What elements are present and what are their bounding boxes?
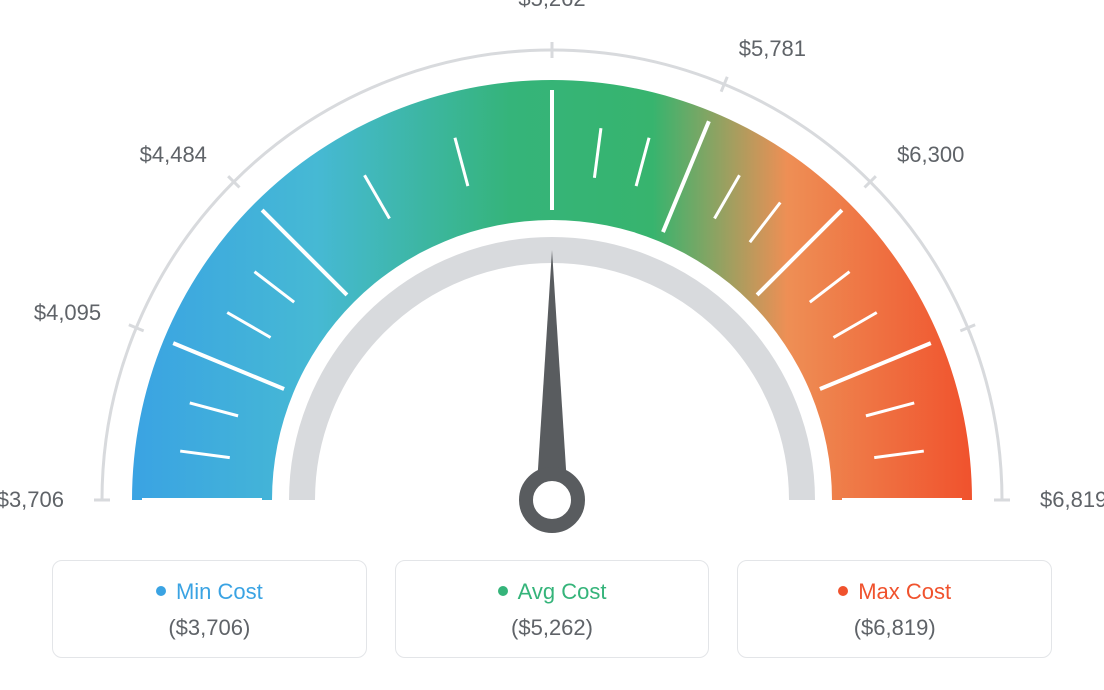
gauge-scale-label: $4,484 xyxy=(140,142,207,168)
dot-icon xyxy=(156,586,166,596)
chart-container: $3,706 $4,095 $4,484 $5,262 $5,781 $6,300 $6,8… xyxy=(0,0,1104,690)
gauge-scale-label: $5,781 xyxy=(739,36,806,62)
legend-min-card: Min Cost ($3,706) xyxy=(52,560,367,658)
gauge-scale-label: $4,095 xyxy=(34,300,101,326)
legend-min-title: Min Cost xyxy=(53,579,366,605)
legend-avg-title: Avg Cost xyxy=(396,579,709,605)
legend-max-title: Max Cost xyxy=(738,579,1051,605)
legend-avg-title-text: Avg Cost xyxy=(518,579,607,604)
legend-max-title-text: Max Cost xyxy=(858,579,951,604)
legend-max-value: ($6,819) xyxy=(738,615,1051,641)
legend-min-title-text: Min Cost xyxy=(176,579,263,604)
dot-icon xyxy=(838,586,848,596)
legend-row: Min Cost ($3,706) Avg Cost ($5,262) Max … xyxy=(52,560,1052,658)
gauge-scale-label: $6,300 xyxy=(897,142,964,168)
gauge-svg xyxy=(0,0,1104,560)
gauge-scale-label: $5,262 xyxy=(518,0,585,12)
dot-icon xyxy=(498,586,508,596)
legend-max-card: Max Cost ($6,819) xyxy=(737,560,1052,658)
gauge: $3,706 $4,095 $4,484 $5,262 $5,781 $6,300 $6,8… xyxy=(0,0,1104,560)
legend-min-value: ($3,706) xyxy=(53,615,366,641)
legend-avg-card: Avg Cost ($5,262) xyxy=(395,560,710,658)
legend-avg-value: ($5,262) xyxy=(396,615,709,641)
gauge-scale-label: $3,706 xyxy=(0,487,64,513)
gauge-scale-label: $6,819 xyxy=(1040,487,1104,513)
